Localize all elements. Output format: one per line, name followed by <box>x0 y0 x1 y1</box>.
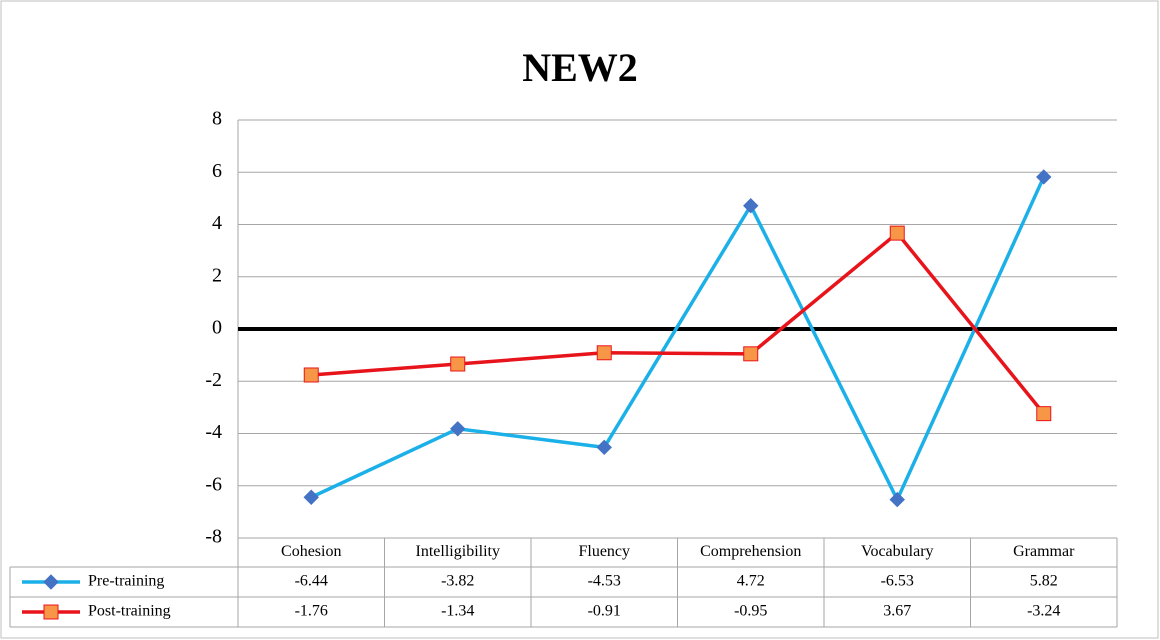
x-tick-label: Vocabulary <box>861 543 934 560</box>
chart-title: NEW2 <box>522 45 638 90</box>
x-tick-label: Fluency <box>578 543 630 560</box>
data-point <box>889 225 905 241</box>
table-value: -6.53 <box>881 573 914 590</box>
table-value: -6.44 <box>295 573 328 590</box>
x-tick-label: Comprehension <box>700 543 801 560</box>
legend-marker <box>43 574 59 590</box>
x-tick-label: Grammar <box>1013 543 1075 560</box>
y-tick-label: -4 <box>205 421 222 443</box>
y-tick-label: 6 <box>212 160 222 182</box>
legend-label: Post-training <box>88 603 171 620</box>
table-value: 3.67 <box>883 603 911 620</box>
data-point <box>596 345 612 361</box>
data-point <box>303 489 319 505</box>
legend-marker <box>43 604 59 620</box>
table-value: 5.82 <box>1030 573 1058 590</box>
y-tick-label: 0 <box>212 317 222 339</box>
series-line <box>311 230 1046 415</box>
table-value: -1.34 <box>441 603 474 620</box>
data-point <box>1036 406 1052 422</box>
series-line <box>310 176 1046 504</box>
y-tick-label: 4 <box>212 212 222 234</box>
y-tick-label: 8 <box>212 108 222 130</box>
x-tick-label: Intelligibility <box>416 543 500 560</box>
table-value: -3.24 <box>1027 603 1060 620</box>
y-tick-label: -6 <box>205 473 222 495</box>
legend-label: Pre-training <box>88 573 164 590</box>
data-point <box>743 346 759 362</box>
data-point <box>450 421 466 437</box>
table-value: -4.53 <box>588 573 621 590</box>
table-value: -1.76 <box>295 603 328 620</box>
y-tick-label: 2 <box>212 264 222 286</box>
y-tick-label: -2 <box>205 369 222 391</box>
data-point <box>450 356 466 372</box>
data-point <box>889 491 905 508</box>
data-point <box>596 439 612 456</box>
data-point <box>1036 169 1052 185</box>
x-tick-label: Cohesion <box>281 543 341 560</box>
table-value: 4.72 <box>737 573 765 590</box>
table-value: -3.82 <box>441 573 474 590</box>
data-point <box>743 197 759 214</box>
table-value: -0.95 <box>734 603 767 620</box>
table-value: -0.91 <box>588 603 621 620</box>
y-tick-label: -8 <box>205 526 222 548</box>
data-point <box>303 367 319 383</box>
